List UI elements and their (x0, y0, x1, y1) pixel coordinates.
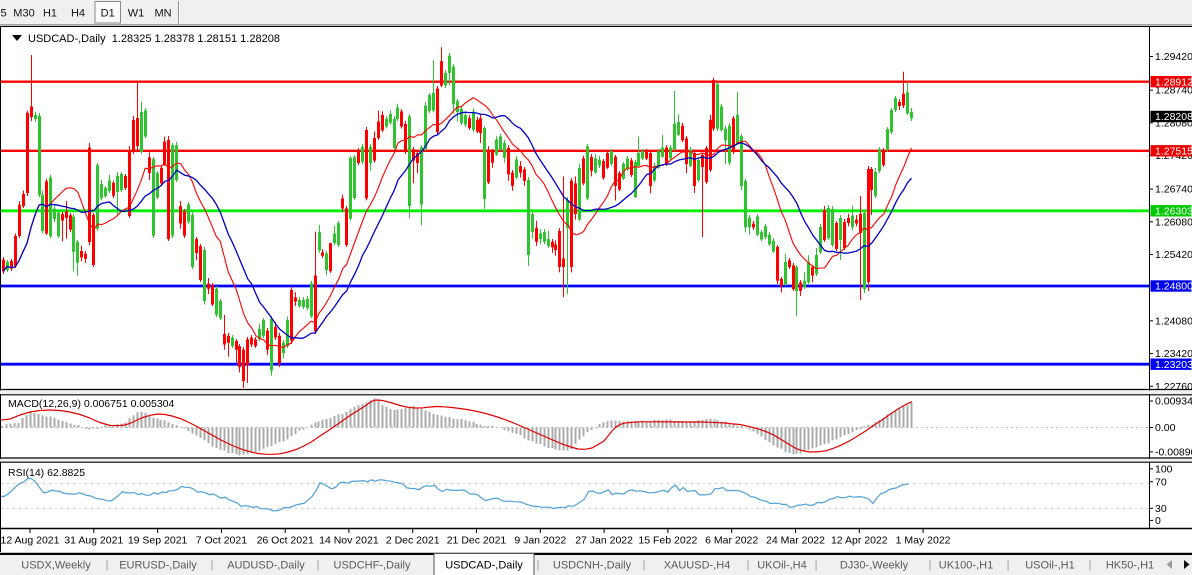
svg-text:UK100-,H1: UK100-,H1 (939, 560, 993, 572)
svg-text:0.00: 0.00 (1155, 422, 1176, 434)
svg-text:1.28208: 1.28208 (1155, 111, 1192, 123)
svg-text:100: 100 (1155, 464, 1173, 476)
svg-text:9 Jan 2022: 9 Jan 2022 (514, 535, 566, 547)
svg-text:15 Feb 2022: 15 Feb 2022 (638, 535, 697, 547)
svg-text:USDCAD-,Daily: USDCAD-,Daily (445, 560, 523, 572)
svg-text:USDCAD-,Daily 1.28325 1.28378: USDCAD-,Daily 1.28325 1.28378 1.28151 1.… (28, 33, 280, 45)
svg-text:DJ30-,Weekly: DJ30-,Weekly (840, 560, 909, 572)
svg-text:|: | (643, 559, 646, 571)
svg-text:1.28912: 1.28912 (1155, 76, 1192, 88)
svg-text:0.009345: 0.009345 (1155, 396, 1192, 408)
svg-text:USDCHF-,Daily: USDCHF-,Daily (334, 560, 412, 572)
svg-text:UKOil-,H4: UKOil-,H4 (757, 560, 807, 572)
svg-text:2 Dec 2021: 2 Dec 2021 (386, 535, 440, 547)
svg-text:12 Aug 2021: 12 Aug 2021 (1, 535, 60, 547)
svg-text:|: | (211, 559, 214, 571)
svg-text:|: | (317, 559, 320, 571)
svg-text:31 Aug 2021: 31 Aug 2021 (64, 535, 123, 547)
svg-text:1.24080: 1.24080 (1155, 315, 1192, 327)
svg-text:|: | (929, 559, 932, 571)
svg-text:EURUSD-,Daily: EURUSD-,Daily (119, 560, 197, 572)
svg-text:|: | (1007, 559, 1010, 571)
svg-text:HK50-,H1: HK50-,H1 (1106, 560, 1154, 572)
svg-text:1.26740: 1.26740 (1155, 184, 1192, 196)
svg-text:27 Jan 2022: 27 Jan 2022 (575, 535, 633, 547)
svg-text:1.26303: 1.26303 (1155, 205, 1192, 217)
svg-text:|: | (106, 559, 109, 571)
svg-text:USDCNH-,Daily: USDCNH-,Daily (553, 560, 632, 572)
svg-text:-0.008902: -0.008902 (1155, 447, 1192, 459)
svg-text:RSI(14) 62.8825: RSI(14) 62.8825 (8, 467, 85, 479)
svg-text:1.23203: 1.23203 (1155, 359, 1192, 371)
svg-text:12 Apr 2022: 12 Apr 2022 (831, 535, 888, 547)
svg-text:6 Mar 2022: 6 Mar 2022 (705, 535, 758, 547)
svg-text:19 Sep 2021: 19 Sep 2021 (128, 535, 188, 547)
svg-text:XAUUSD-,H4: XAUUSD-,H4 (664, 560, 731, 572)
svg-text:MN: MN (154, 8, 171, 20)
svg-text:MACD(12,26,9) 0.006751 0.00530: MACD(12,26,9) 0.006751 0.005304 (8, 398, 175, 410)
svg-text:7 Oct 2021: 7 Oct 2021 (196, 535, 248, 547)
svg-text:1.28740: 1.28740 (1155, 85, 1192, 97)
svg-text:H1: H1 (43, 8, 57, 20)
svg-text:|: | (1089, 559, 1092, 571)
svg-text:1.28080: 1.28080 (1155, 117, 1192, 129)
svg-text:1 May 2022: 1 May 2022 (896, 535, 951, 547)
svg-text:1.22760: 1.22760 (1155, 381, 1192, 393)
svg-text:26 Oct 2021: 26 Oct 2021 (257, 535, 314, 547)
svg-text:1.27515: 1.27515 (1155, 145, 1192, 157)
svg-text:21 Dec 2021: 21 Dec 2021 (447, 535, 507, 547)
svg-text:D1: D1 (101, 8, 115, 20)
svg-text:W1: W1 (128, 8, 145, 20)
svg-text:1.26080: 1.26080 (1155, 216, 1192, 228)
svg-text:14 Nov 2021: 14 Nov 2021 (319, 535, 379, 547)
svg-text:USDX,Weekly: USDX,Weekly (21, 560, 91, 572)
svg-text:1.29420: 1.29420 (1155, 51, 1192, 63)
svg-text:|: | (747, 559, 750, 571)
svg-text:|: | (815, 559, 818, 571)
svg-text:5: 5 (0, 8, 6, 20)
svg-text:24 Mar 2022: 24 Mar 2022 (766, 535, 825, 547)
svg-text:0: 0 (1155, 515, 1161, 527)
svg-text:1.25420: 1.25420 (1155, 249, 1192, 261)
svg-text:|: | (537, 559, 540, 571)
svg-text:1.23420: 1.23420 (1155, 348, 1192, 360)
svg-text:30: 30 (1155, 503, 1167, 515)
svg-text:70: 70 (1155, 476, 1167, 488)
svg-text:USOil-,H1: USOil-,H1 (1025, 560, 1075, 572)
svg-text:M30: M30 (13, 8, 34, 20)
svg-text:H4: H4 (71, 8, 85, 20)
svg-text:1.24800: 1.24800 (1155, 281, 1192, 293)
svg-text:AUDUSD-,Daily: AUDUSD-,Daily (227, 560, 305, 572)
